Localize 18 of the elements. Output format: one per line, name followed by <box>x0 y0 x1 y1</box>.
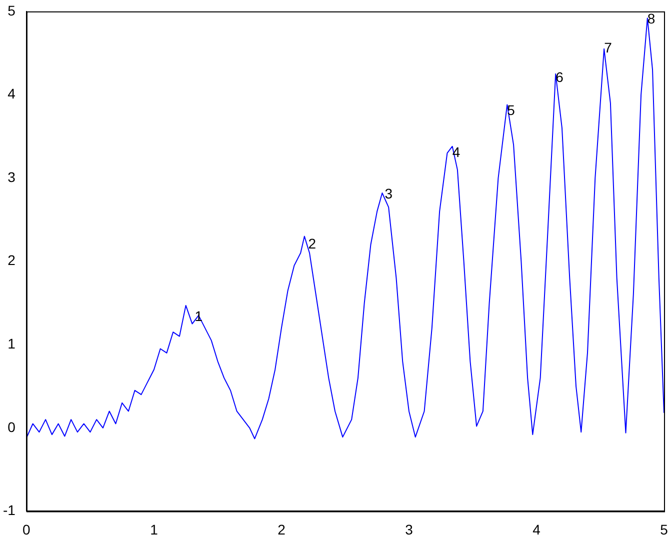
annotation: 8 <box>647 10 656 27</box>
y-tick-label: 2 <box>8 252 16 268</box>
y-tick-label: 4 <box>8 86 16 102</box>
y-tick-label: 1 <box>8 335 16 352</box>
x-tick-label: 1 <box>150 521 158 538</box>
x-tick-label: 3 <box>405 521 414 538</box>
x-tick-label: 0 <box>22 521 31 538</box>
annotation: 3 <box>384 186 393 202</box>
y-tick-label: 0 <box>8 418 16 435</box>
y-tick-label: 5 <box>8 2 16 18</box>
annotation: 2 <box>308 236 316 252</box>
x-tick-label: 2 <box>278 521 286 538</box>
y-tick-label: 3 <box>8 168 16 185</box>
annotation: 7 <box>604 40 612 56</box>
annotation: 6 <box>556 68 564 85</box>
y-tick-label: -1 <box>2 502 16 518</box>
x-tick-label: 5 <box>660 521 668 538</box>
x-tick-label: 4 <box>532 521 541 538</box>
